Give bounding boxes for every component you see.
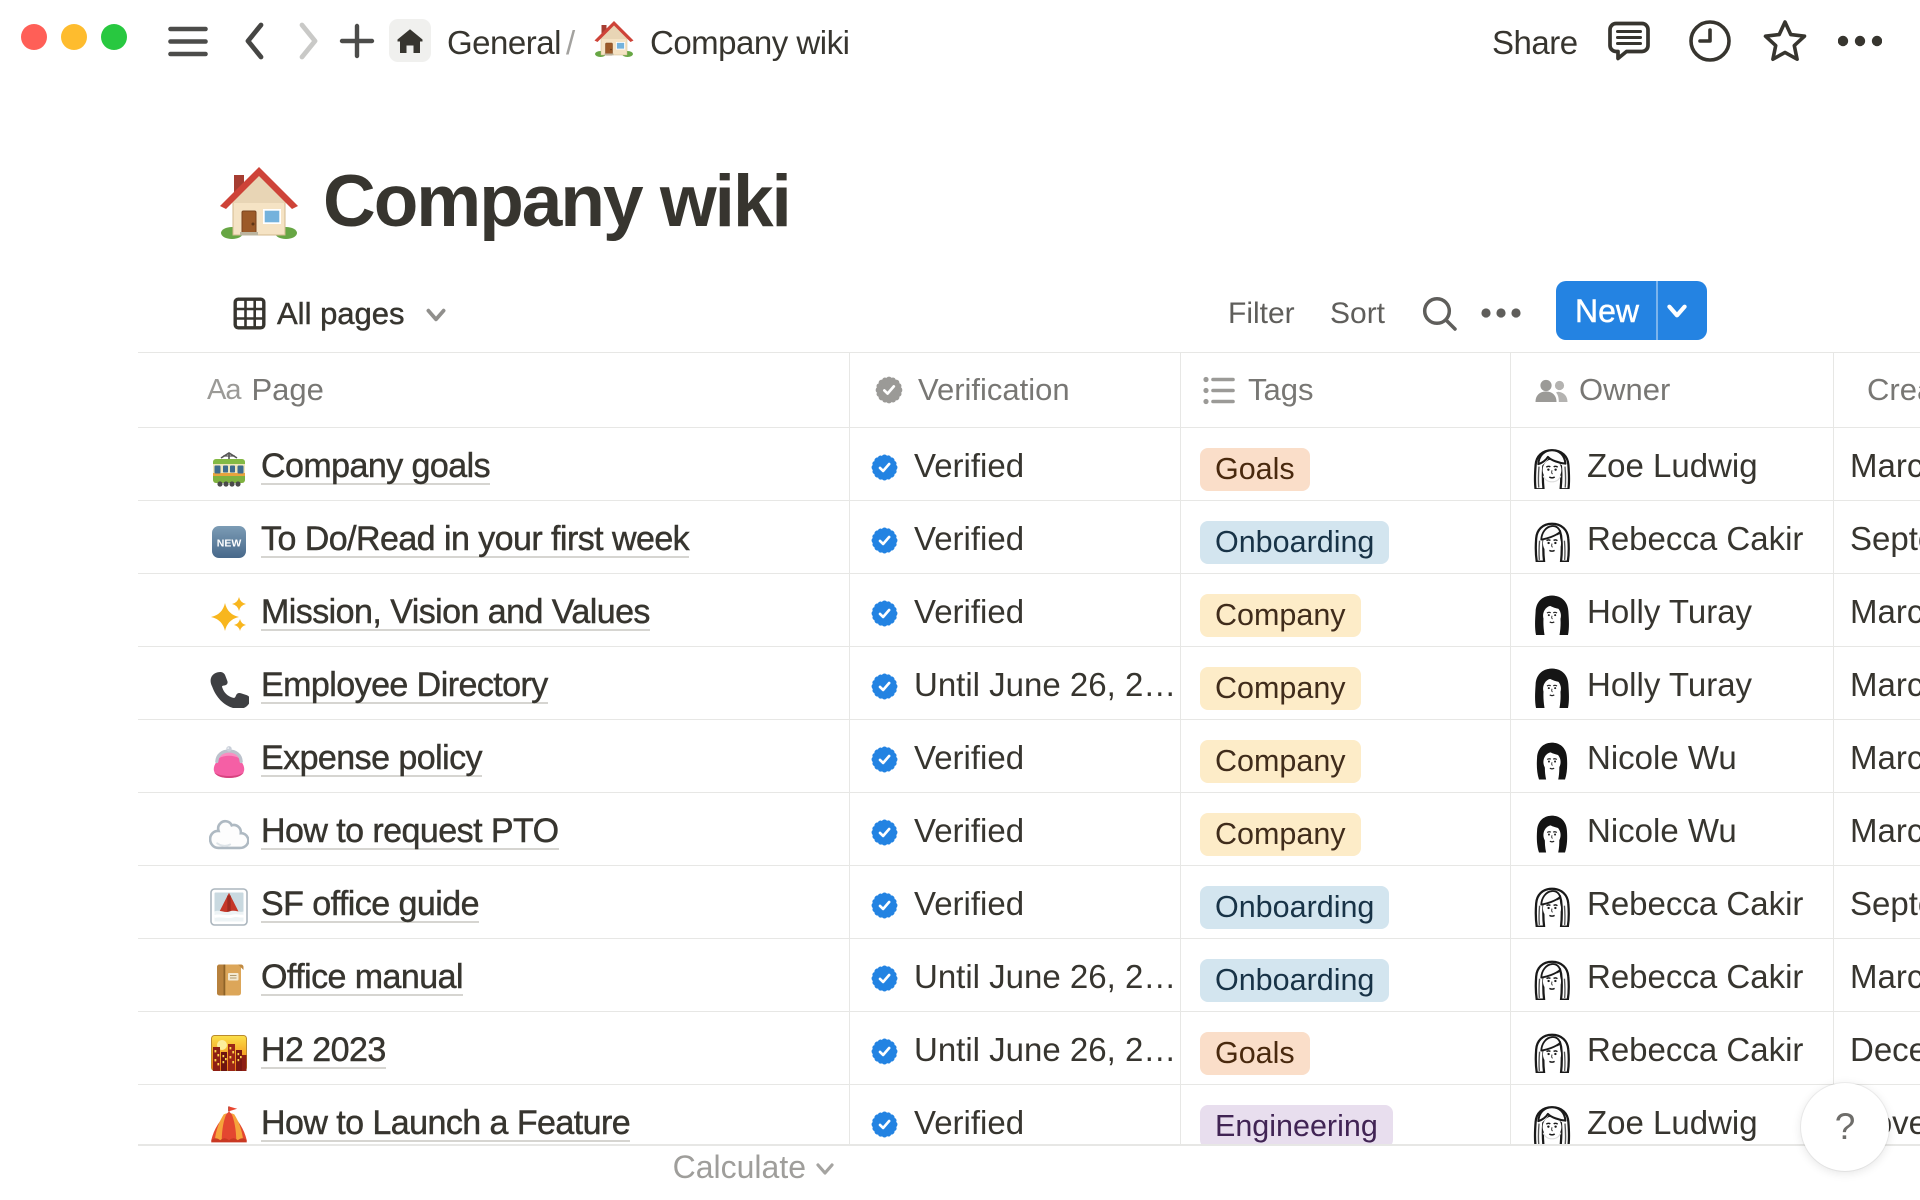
svg-text:NEW: NEW <box>217 538 242 550</box>
